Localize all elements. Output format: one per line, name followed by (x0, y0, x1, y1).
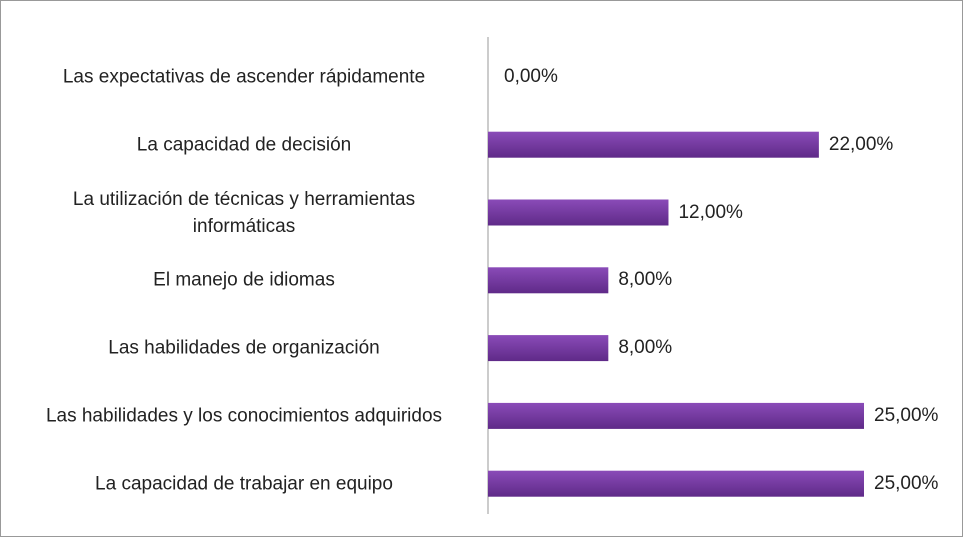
category-label: El manejo de idiomas (153, 269, 335, 291)
category-label: La capacidad de trabajar en equipo (95, 473, 393, 495)
value-label: 8,00% (618, 269, 673, 291)
value-label: 22,00% (828, 133, 894, 155)
bar (488, 199, 669, 226)
value-label: 8,00% (618, 337, 673, 359)
category-label: Las habilidades de organización (108, 337, 380, 359)
category-label: Las expectativas de ascender rápidamente (62, 66, 426, 88)
category-label: La utilización de técnicas y herramienta… (72, 188, 416, 237)
bar (488, 335, 609, 362)
value-label: 25,00% (874, 472, 939, 494)
bar (488, 131, 819, 158)
value-label: 25,00% (874, 404, 939, 426)
bar (488, 402, 864, 429)
bar (488, 267, 609, 294)
category-label: Las habilidades y los conocimientos adqu… (45, 405, 443, 427)
value-label: 0,00% (504, 65, 558, 87)
value-label: 12,00% (678, 201, 743, 223)
bar (488, 470, 864, 497)
category-label: La capacidad de decisión (136, 134, 352, 156)
